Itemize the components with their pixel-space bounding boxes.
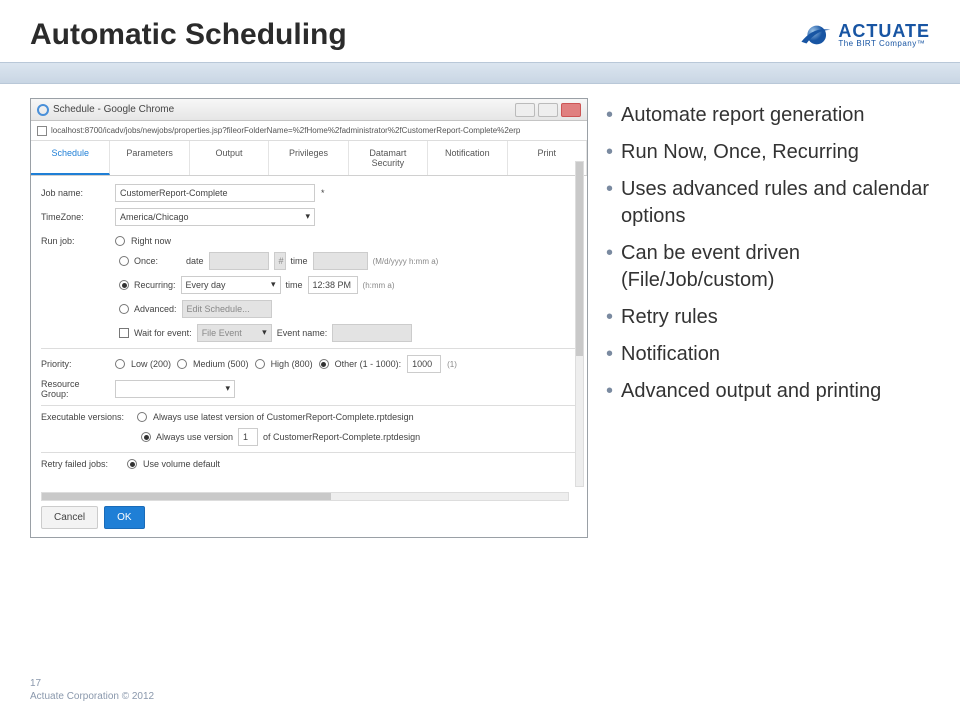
label-run-job: Run job: [41,236,109,246]
tab-bar: Schedule Parameters Output Privileges Da… [31,141,587,176]
once-hint: (M/d/yyyy h:mm a) [373,257,439,266]
list-item: Advanced output and printing [606,378,930,405]
address-bar[interactable]: localhost:8700/icadv/jobs/newjobs/proper… [31,121,587,141]
list-item: Automate report generation [606,102,930,129]
event-name-input[interactable] [332,324,412,342]
tab-parameters[interactable]: Parameters [110,141,189,175]
list-item: Uses advanced rules and calendar options [606,176,930,230]
page-icon [37,126,47,136]
tab-schedule[interactable]: Schedule [31,141,110,175]
once-date-input[interactable] [209,252,269,270]
horizontal-scrollbar[interactable] [41,492,569,501]
list-item: Can be event driven (File/Job/custom) [606,240,930,294]
label-other: Other (1 - 1000): [335,359,402,369]
list-item: Run Now, Once, Recurring [606,139,930,166]
window-titlebar: Schedule - Google Chrome [31,99,587,121]
version-number-input[interactable]: 1 [238,428,258,446]
date-picker-icon[interactable]: # [274,252,286,270]
radio-specific-version[interactable] [141,432,151,442]
label-recurring: Recurring: [134,280,176,290]
tab-privileges[interactable]: Privileges [269,141,348,175]
radio-medium[interactable] [177,359,187,369]
label-use-default: Use volume default [143,459,220,469]
logo-brand: ACTUATE [838,22,930,40]
radio-once[interactable] [119,256,129,266]
label-always-latest: Always use latest version of CustomerRep… [153,412,414,422]
job-name-input[interactable]: CustomerReport-Complete [115,184,315,202]
recurring-hint: (h:mm a) [363,281,395,290]
timezone-select[interactable]: America/Chicago [115,208,315,226]
radio-other[interactable] [319,359,329,369]
label-wait-event: Wait for event: [134,328,192,338]
label-timezone: TimeZone: [41,212,109,222]
minimize-button[interactable] [515,103,535,117]
label-time-once: time [291,256,308,266]
other-max: (1) [447,360,457,369]
feature-bullet-list: Automate report generation Run Now, Once… [606,98,930,538]
schedule-form: Job name: CustomerReport-Complete * Time… [31,176,587,481]
radio-advanced[interactable] [119,304,129,314]
radio-right-now[interactable] [115,236,125,246]
required-marker: * [321,188,325,198]
checkbox-wait-event[interactable] [119,328,129,338]
label-event-name: Event name: [277,328,328,338]
chrome-favicon-icon [37,104,49,116]
page-number: 17 [30,678,154,689]
radio-use-default[interactable] [127,459,137,469]
url-text: localhost:8700/icadv/jobs/newjobs/proper… [51,126,520,135]
radio-high[interactable] [255,359,265,369]
label-medium: Medium (500) [193,359,249,369]
slide-footer: 17 Actuate Corporation © 2012 [30,678,154,702]
label-date: date [186,256,204,266]
once-time-input[interactable] [313,252,368,270]
vertical-scrollbar[interactable] [575,161,584,487]
label-high: High (800) [271,359,313,369]
list-item: Notification [606,341,930,368]
label-always-version: Always use version [156,432,233,442]
label-exec-versions: Executable versions: [41,412,131,422]
header-band [0,62,960,84]
label-low: Low (200) [131,359,171,369]
radio-recurring[interactable] [119,280,129,290]
resource-group-select[interactable] [115,380,235,398]
ok-button[interactable]: OK [104,506,144,529]
label-retry: Retry failed jobs: [41,459,121,469]
label-job-name: Job name: [41,188,109,198]
recurring-freq-select[interactable]: Every day [181,276,281,294]
tab-datamart-security[interactable]: Datamart Security [349,141,428,175]
list-item: Retry rules [606,304,930,331]
tab-notification[interactable]: Notification [428,141,507,175]
window-title-text: Schedule - Google Chrome [53,104,174,115]
maximize-button[interactable] [538,103,558,117]
logo-tagline: The BIRT Company™ [838,40,930,48]
edit-schedule-button[interactable]: Edit Schedule... [182,300,272,318]
logo: ACTUATE The BIRT Company™ [798,18,930,52]
radio-low[interactable] [115,359,125,369]
label-once: Once: [134,256,158,266]
radio-latest-version[interactable] [137,412,147,422]
tab-output[interactable]: Output [190,141,269,175]
label-priority: Priority: [41,359,109,369]
other-priority-input[interactable]: 1000 [407,355,441,373]
label-time-recurring: time [286,280,303,290]
label-right-now: Right now [131,236,171,246]
label-advanced: Advanced: [134,304,177,314]
event-type-select[interactable]: File Event [197,324,272,342]
label-version-suffix: of CustomerReport-Complete.rptdesign [263,432,420,442]
recurring-time-input[interactable]: 12:38 PM [308,276,358,294]
close-button[interactable] [561,103,581,117]
slide-title: Automatic Scheduling [30,18,347,52]
cancel-button[interactable]: Cancel [41,506,98,529]
logo-swoosh-icon [798,18,832,52]
screenshot-window: Schedule - Google Chrome localhost:8700/… [30,98,588,538]
label-resource-group: Resource Group: [41,379,109,399]
copyright: Actuate Corporation © 2012 [30,691,154,702]
